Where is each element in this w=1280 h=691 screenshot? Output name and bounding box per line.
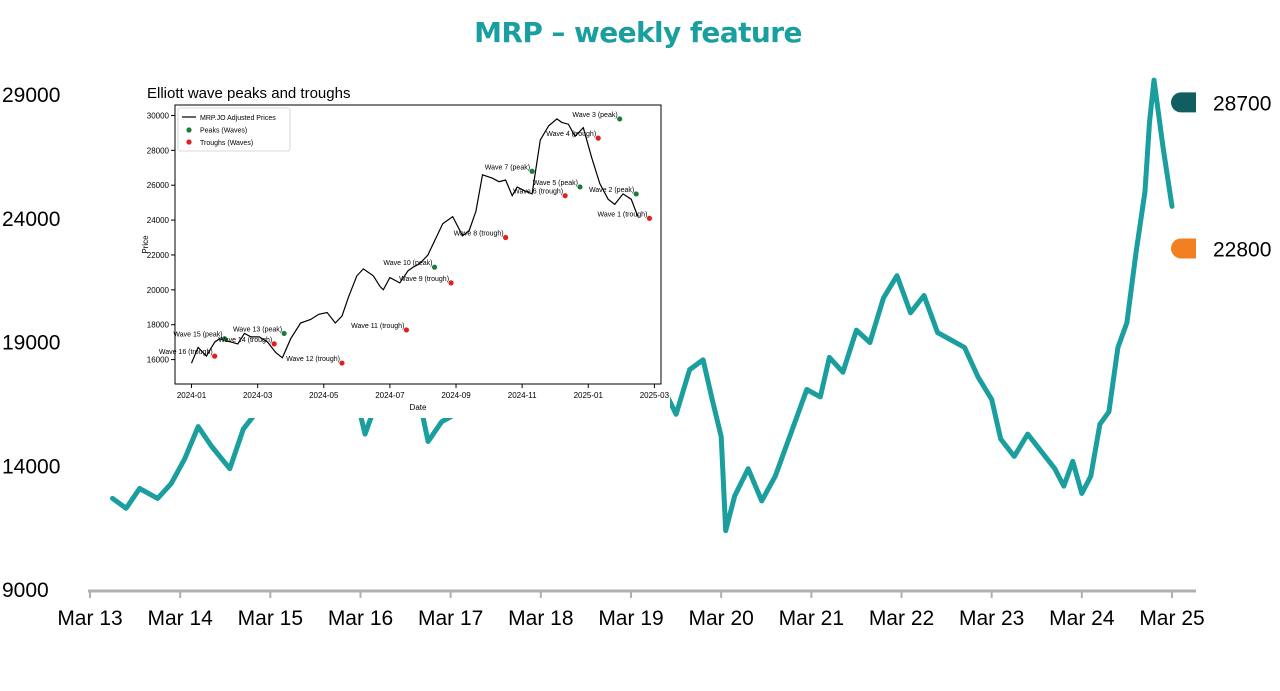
inset-y-tick-label: 20000 [147, 286, 170, 295]
value-marker-label: 22800 [1213, 238, 1271, 261]
peak-marker [617, 116, 623, 122]
inset-x-tick-label: 2024-09 [441, 391, 471, 400]
trough-marker [646, 215, 653, 221]
inset-y-tick-label: 16000 [147, 356, 170, 365]
y-tick-label: 19000 [2, 332, 60, 355]
inset-y-axis-label: Price [141, 235, 150, 254]
legend-label: MRP.JO Adjusted Prices [200, 115, 276, 122]
x-tick-label: Mar 18 [508, 607, 573, 630]
x-tick-label: Mar 16 [328, 607, 393, 630]
peak-marker [281, 330, 287, 337]
wave-label: Wave 6 (trough) [513, 189, 563, 196]
peak-marker [633, 191, 639, 197]
inset-x-tick-label: 2025-01 [574, 391, 604, 400]
x-tick-label: Mar 22 [869, 607, 934, 630]
wave-label: Wave 2 (peak) [589, 187, 634, 194]
inset-x-tick-label: 2024-11 [508, 391, 537, 400]
inset-y-tick-label: 24000 [147, 216, 170, 225]
legend-label: Troughs (Waves) [200, 140, 253, 147]
x-tick-label: Mar 25 [1139, 607, 1204, 630]
trough-marker [339, 360, 345, 366]
inset-x-axis-label: Date [410, 403, 427, 412]
legend-label: Peaks (Waves) [200, 128, 247, 135]
inset-y-tick-label: 28000 [147, 146, 170, 155]
x-tick-label: Mar 15 [238, 607, 303, 630]
inset-y-tick-label: 30000 [147, 111, 170, 120]
wave-label: Wave 11 (trough) [351, 323, 404, 330]
wave-label: Wave 14 (trough) [218, 337, 272, 344]
value-marker-label: 28700 [1213, 92, 1271, 115]
x-tick-label: Mar 24 [1049, 607, 1115, 630]
legend-trough-swatch [186, 139, 192, 145]
chart-title: MRP – weekly feature [474, 16, 802, 49]
inset-title: Elliott wave peaks and troughs [147, 85, 350, 102]
value-marker-tag [1171, 238, 1196, 259]
y-tick-label: 24000 [2, 208, 60, 231]
inset-chart: Elliott wave peaks and troughs 16000 18000… [140, 80, 670, 418]
wave-label: Wave 9 (trough) [399, 276, 449, 283]
wave-label: Wave 13 (peak) [233, 326, 282, 333]
trough-marker [212, 353, 218, 359]
value-marker-tag [1171, 92, 1196, 113]
x-tick-label: Mar 21 [779, 607, 844, 630]
wave-label: Wave 5 (peak) [533, 180, 578, 187]
wave-label: Wave 10 (peak) [383, 260, 432, 267]
peak-marker [577, 184, 583, 190]
wave-label: Wave 8 (trough) [454, 231, 504, 238]
peak-marker [221, 336, 228, 342]
inset-y-tick-label: 22000 [147, 251, 170, 260]
inset-x-tick-label: 2024-05 [309, 391, 339, 400]
legend-peak-swatch [186, 127, 192, 133]
wave-label: Wave 15 (peak) [173, 332, 222, 339]
trough-marker [503, 234, 509, 241]
trough-marker [403, 327, 410, 333]
wave-label: Wave 4 (trough) [546, 131, 596, 138]
y-tick-label: 29000 [2, 84, 60, 107]
inset-chart-svg: Elliott wave peaks and troughs 16000 18000… [141, 85, 670, 412]
y-tick-label: 9000 [2, 579, 49, 602]
x-tick-label: Mar 23 [959, 607, 1024, 630]
x-tick-label: Mar 17 [418, 607, 483, 630]
peak-marker [529, 168, 535, 174]
wave-label: Wave 12 (trough) [286, 356, 340, 363]
peak-marker [431, 264, 438, 270]
trough-marker [271, 341, 277, 347]
inset-x-tick-label: 2024-03 [243, 391, 273, 400]
wave-label: Wave 7 (peak) [485, 164, 530, 171]
inset-legend-box [177, 107, 291, 152]
inset-price-line [190, 118, 639, 364]
trough-marker [562, 193, 568, 199]
x-tick-label: Mar 14 [147, 607, 213, 630]
wave-label: Wave 16 (trough) [159, 349, 213, 356]
y-tick-label: 14000 [2, 455, 60, 478]
x-tick-label: Mar 20 [688, 607, 753, 630]
inset-x-tick-label: 2024-07 [375, 391, 405, 400]
inset-x-tick-label: 2024-01 [177, 391, 207, 400]
x-tick-label: Mar 19 [598, 607, 663, 630]
trough-marker [595, 135, 601, 141]
inset-y-tick-label: 26000 [147, 181, 170, 190]
inset-x-tick-label: 2025-03 [640, 391, 670, 400]
x-tick-label: Mar 13 [57, 607, 122, 630]
wave-label: Wave 1 (trough) [597, 211, 647, 218]
inset-y-tick-label: 18000 [147, 321, 170, 330]
trough-marker [448, 280, 454, 286]
wave-label: Wave 3 (peak) [572, 112, 617, 119]
